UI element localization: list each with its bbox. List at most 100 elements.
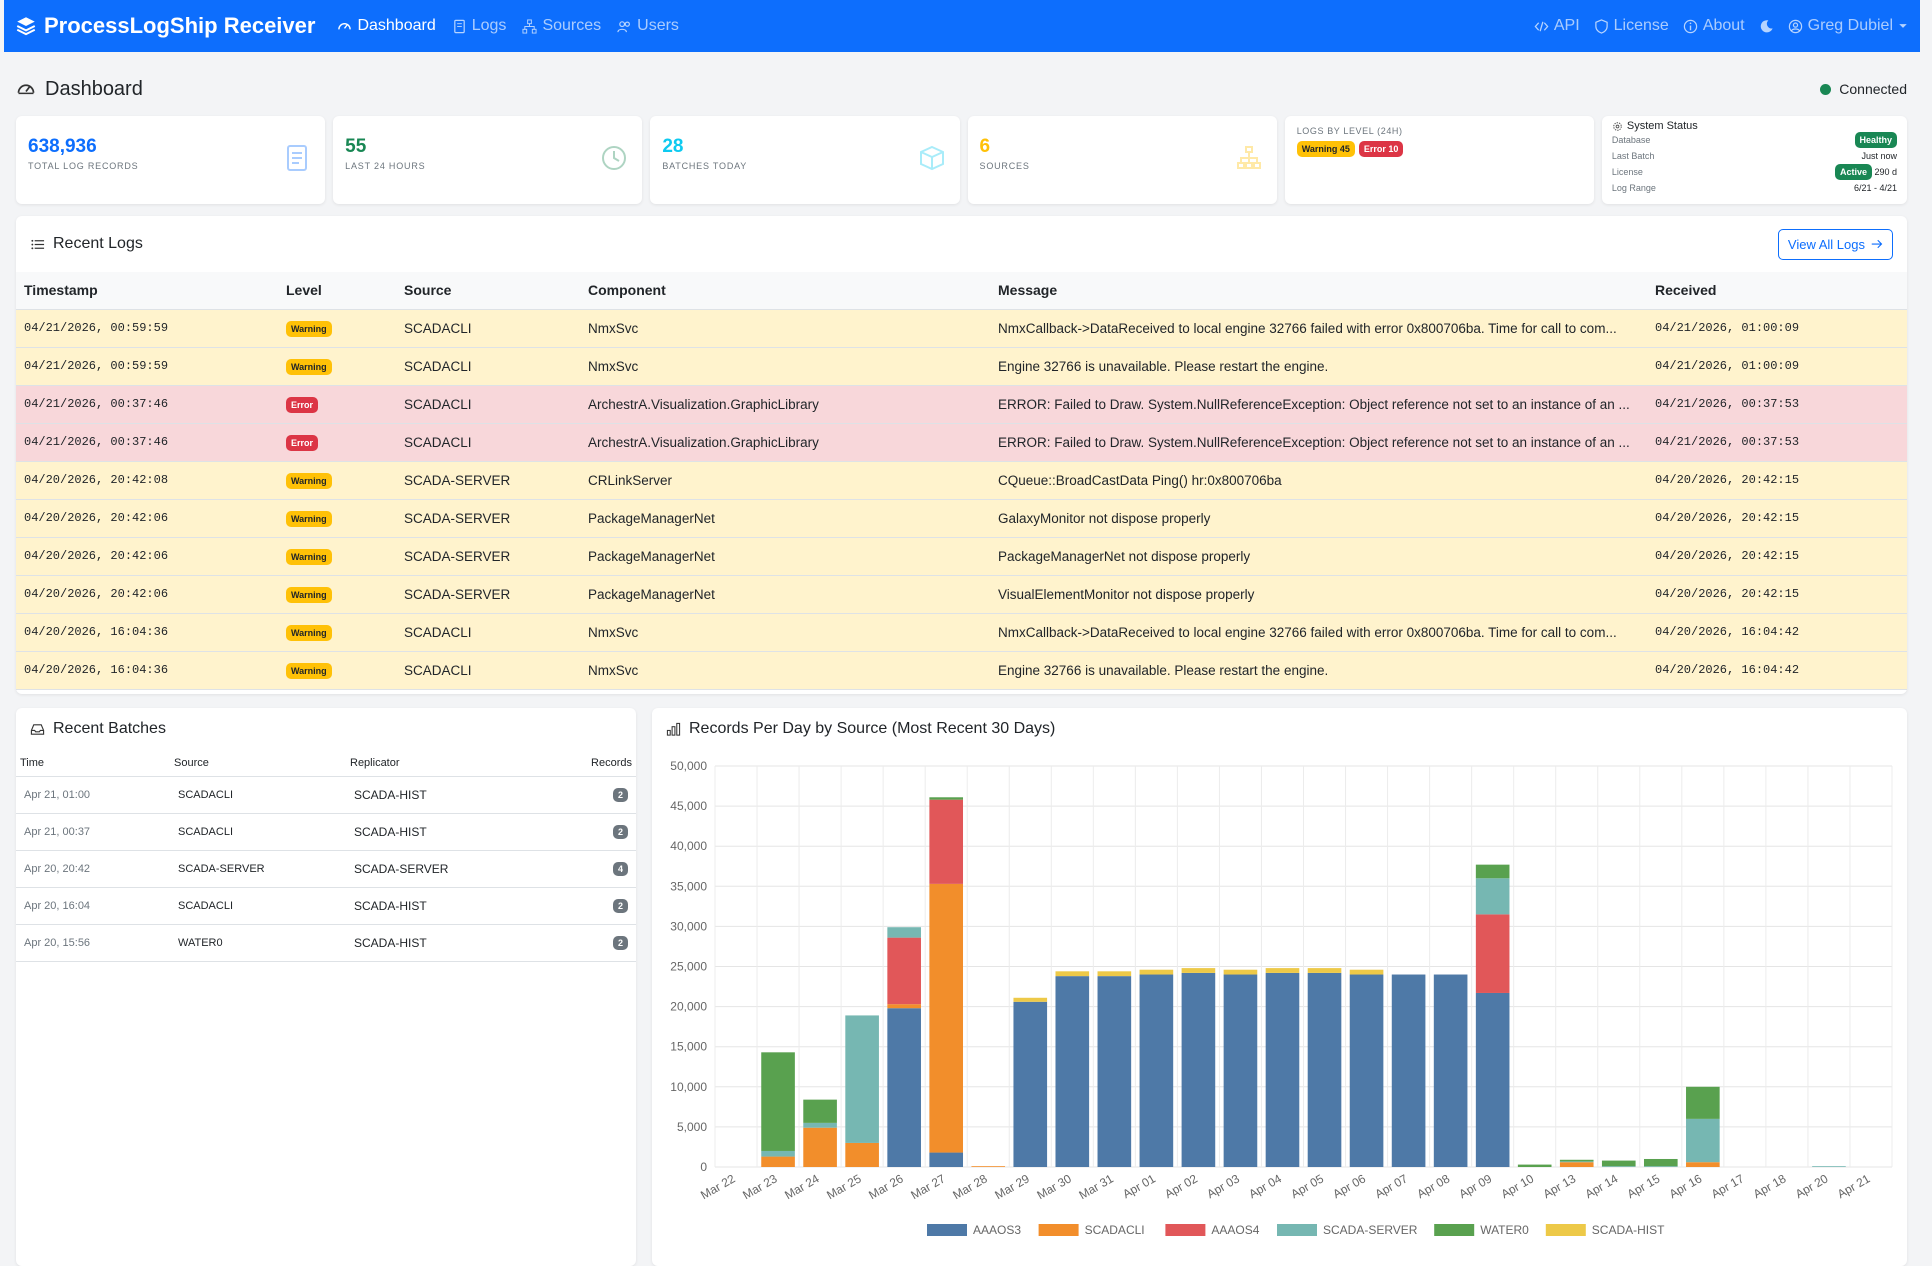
table-row[interactable]: 04/20/2026, 16:04:36 Warning SCADACLI NmxSv…	[16, 651, 1907, 690]
nav-license[interactable]: License	[1594, 17, 1669, 35]
bar-segment	[929, 1152, 964, 1167]
legend-label: WATER0	[1480, 1223, 1529, 1237]
log-timestamp: 04/21/2026, 00:59:59	[16, 347, 278, 386]
batch-replicator: SCADA-HIST	[346, 887, 581, 925]
table-row[interactable]: Apr 21, 00:37 SCADACLI SCADA-HIST 2	[16, 813, 636, 851]
table-row[interactable]: 04/21/2026, 00:59:59 Warning SCADACLI NmxSv…	[16, 309, 1907, 348]
col-received[interactable]: Received	[1647, 272, 1907, 310]
nav-api[interactable]: API	[1534, 17, 1580, 35]
bar-segment	[1013, 997, 1048, 1002]
stats-row: 638,936 TOTAL LOG RECORDS 55 LAST 24 HOU…	[16, 116, 1908, 204]
table-row[interactable]: 04/20/2026, 16:04:36 Warning SCADACLI NmxSv…	[16, 613, 1907, 652]
speedometer-icon	[338, 22, 352, 29]
bar-segment	[1686, 1086, 1720, 1119]
y-tick-label: 40,000	[670, 839, 707, 853]
chart-title: Records Per Day by Source (Most Recent 3…	[666, 720, 1055, 738]
x-tick-label: Mar 22	[698, 1171, 738, 1202]
log-source: SCADACLI	[396, 613, 580, 652]
nav-users[interactable]: Users	[617, 17, 679, 35]
log-level: Error	[278, 385, 396, 424]
x-tick-label: Apr 09	[1457, 1171, 1495, 1201]
x-tick-label: Apr 21	[1835, 1171, 1873, 1201]
stat-batches-value: 28	[662, 136, 684, 157]
col-source[interactable]: Source	[170, 750, 346, 777]
log-received: 04/20/2026, 20:42:15	[1647, 537, 1907, 576]
level-badge: Warning	[286, 662, 332, 679]
bar-segment	[1517, 1164, 1552, 1167]
bar-segment	[1433, 974, 1468, 1167]
x-tick-label: Mar 30	[1034, 1171, 1074, 1202]
table-row[interactable]: 04/20/2026, 20:42:08 Warning SCADA-SERVER C…	[16, 461, 1907, 500]
x-tick-label: Apr 04	[1246, 1171, 1284, 1201]
level-badge: Warning	[286, 358, 332, 375]
bar-segment	[1181, 968, 1216, 973]
col-time[interactable]: Time	[16, 750, 170, 777]
col-level[interactable]: Level	[278, 272, 396, 310]
y-tick-label: 20,000	[670, 1000, 707, 1014]
bar-segment	[1307, 972, 1342, 1167]
x-tick-label: Apr 17	[1709, 1171, 1747, 1201]
nav-license-label: License	[1613, 17, 1669, 34]
bar-segment	[1643, 1166, 1678, 1167]
user-name: Greg Dubiel	[1807, 17, 1893, 34]
col-component[interactable]: Component	[580, 272, 990, 310]
col-records[interactable]: Records	[581, 750, 636, 777]
x-tick-label: Mar 29	[992, 1171, 1032, 1202]
nav-about[interactable]: About	[1683, 17, 1745, 35]
log-timestamp: 04/20/2026, 20:42:06	[16, 499, 278, 538]
batch-time: Apr 20, 15:56	[16, 924, 170, 962]
y-tick-label: 30,000	[670, 919, 707, 933]
nav-about-label: About	[1702, 17, 1745, 34]
table-row[interactable]: Apr 20, 15:56 WATER0 SCADA-HIST 2	[16, 924, 636, 962]
log-range-label: Log Range	[1611, 183, 1656, 193]
x-tick-label: Apr 02	[1162, 1171, 1200, 1201]
license-days: 290 d	[1874, 167, 1898, 177]
col-replicator[interactable]: Replicator	[346, 750, 581, 777]
log-component: NmxSvc	[580, 651, 990, 690]
recent-logs-title-text: Recent Logs	[53, 235, 143, 252]
table-row[interactable]: 04/20/2026, 20:42:06 Warning SCADA-SERVER P…	[16, 537, 1907, 576]
view-all-logs-button[interactable]: View All Logs	[1777, 228, 1893, 260]
stat-logs-by-level: LOGS BY LEVEL (24H) Warning 45 Error 10	[1284, 116, 1594, 204]
bar-segment	[1475, 864, 1510, 879]
x-tick-label: Mar 26	[866, 1171, 906, 1202]
x-tick-label: Mar 24	[782, 1171, 822, 1202]
nav-logs[interactable]: Logs	[452, 17, 506, 35]
last-batch-value: Just now	[1861, 151, 1898, 161]
main-content: Dashboard Connected 638,936 TOTAL LOG RE…	[16, 52, 1908, 1266]
col-message[interactable]: Message	[990, 272, 1647, 310]
col-source[interactable]: Source	[396, 272, 580, 310]
stat-last-24h: 55 LAST 24 HOURS	[333, 116, 643, 204]
batch-records: 2	[581, 887, 636, 925]
table-row[interactable]: Apr 21, 01:00 SCADACLI SCADA-HIST 2	[16, 776, 636, 814]
log-timestamp: 04/20/2026, 20:42:06	[16, 575, 278, 614]
table-row[interactable]: Apr 20, 16:04 SCADACLI SCADA-HIST 2	[16, 887, 636, 925]
log-level: Warning	[278, 651, 396, 690]
x-tick-label: Apr 15	[1625, 1171, 1663, 1201]
bar-segment	[1812, 1166, 1846, 1167]
nav-dashboard[interactable]: Dashboard	[337, 17, 436, 35]
table-row[interactable]: 04/20/2026, 20:42:06 Warning SCADA-SERVER P…	[16, 575, 1907, 614]
user-menu[interactable]: Greg Dubiel	[1788, 17, 1908, 35]
col-timestamp[interactable]: Timestamp	[16, 272, 278, 310]
bar-segment	[887, 1008, 921, 1167]
table-row[interactable]: 04/21/2026, 00:37:46 Error SCADACLI Archest…	[16, 385, 1907, 424]
nav-sources[interactable]: Sources	[522, 17, 601, 35]
log-source: SCADA-SERVER	[396, 499, 580, 538]
last-batch-label: Last Batch	[1611, 151, 1655, 161]
brand[interactable]: ProcessLogShip Receiver	[16, 13, 315, 39]
log-component: NmxSvc	[580, 613, 990, 652]
table-row[interactable]: 04/21/2026, 00:59:59 Warning SCADACLI NmxSv…	[16, 347, 1907, 386]
database-label: Database	[1611, 135, 1651, 145]
system-status-card: System Status Database Healthy Last Batch…	[1601, 116, 1908, 204]
records-count-badge: 4	[612, 861, 628, 876]
log-level: Warning	[278, 461, 396, 500]
page-title: Dashboard	[16, 78, 143, 101]
table-row[interactable]: Apr 20, 20:42 SCADA-SERVER SCADA-SERVER 4	[16, 850, 636, 888]
table-row[interactable]: 04/21/2026, 00:37:46 Error SCADACLI Archest…	[16, 423, 1907, 462]
levels-title: LOGS BY LEVEL (24H)	[1296, 126, 1403, 136]
table-row[interactable]: 04/20/2026, 20:42:06 Warning SCADA-SERVER P…	[16, 499, 1907, 538]
x-tick-label: Apr 10	[1499, 1171, 1537, 1201]
bar-segment	[929, 797, 964, 800]
theme-toggle[interactable]	[1759, 19, 1774, 34]
